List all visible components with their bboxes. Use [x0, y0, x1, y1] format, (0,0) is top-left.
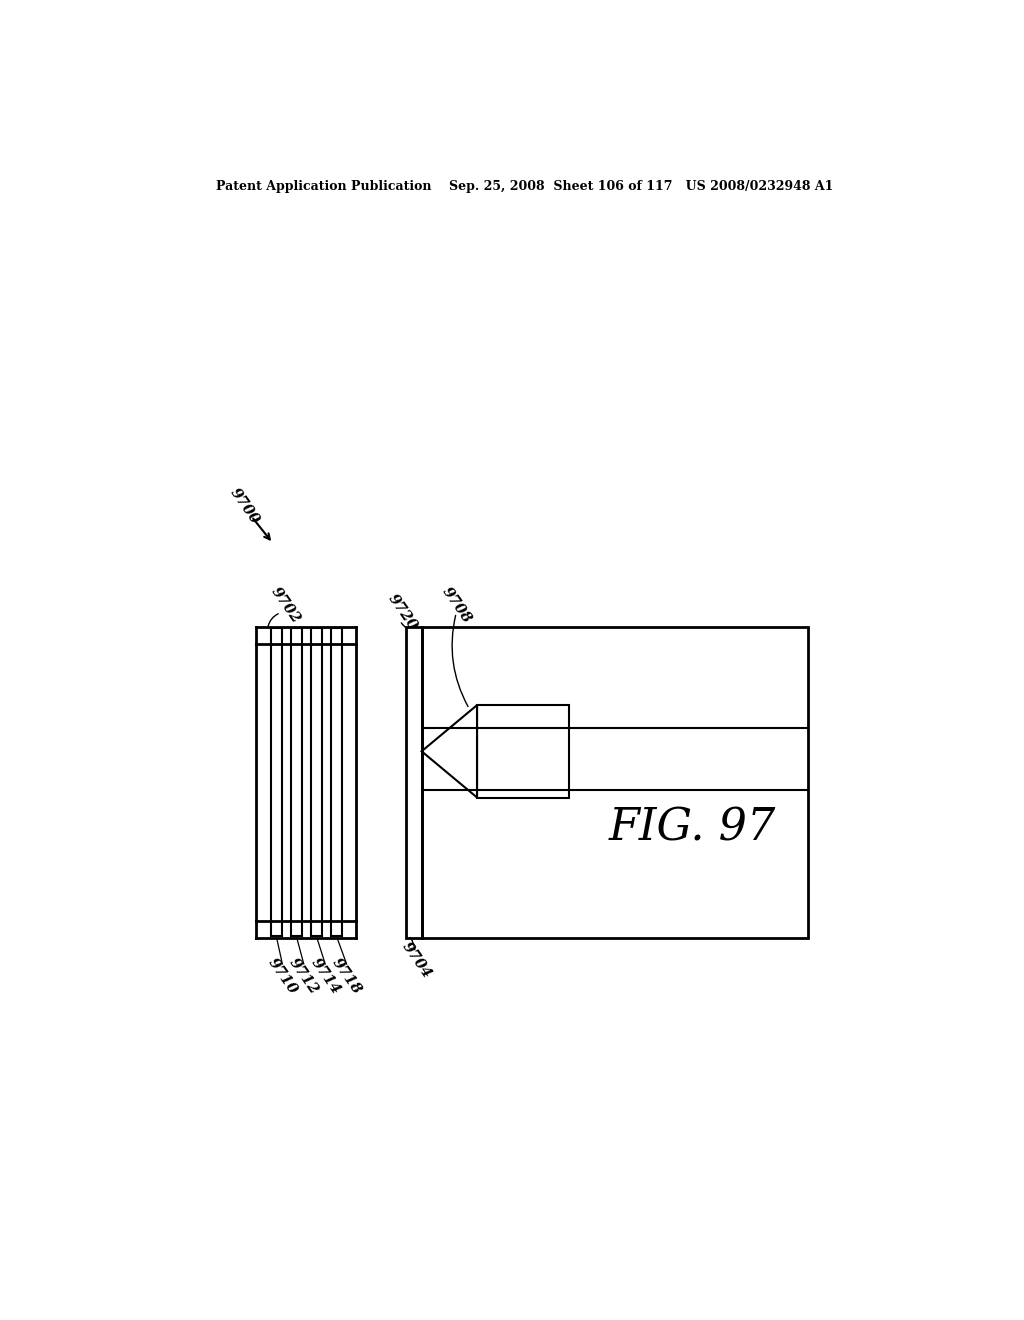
Text: Patent Application Publication    Sep. 25, 2008  Sheet 106 of 117   US 2008/0232: Patent Application Publication Sep. 25, …	[216, 181, 834, 194]
Text: 9710: 9710	[265, 956, 300, 997]
Text: 9720: 9720	[385, 593, 420, 634]
Text: 9712: 9712	[287, 956, 322, 997]
Text: 9718: 9718	[330, 956, 365, 997]
Bar	[407, 627, 422, 937]
Text: 9700: 9700	[227, 486, 262, 527]
Bar	[477, 705, 569, 797]
Text: 9714: 9714	[308, 956, 343, 997]
Text: FIG. 97: FIG. 97	[609, 807, 776, 850]
Bar	[422, 627, 808, 937]
Text: 9704: 9704	[399, 940, 433, 981]
Text: 9702: 9702	[268, 585, 303, 626]
Text: 9708: 9708	[439, 585, 474, 626]
